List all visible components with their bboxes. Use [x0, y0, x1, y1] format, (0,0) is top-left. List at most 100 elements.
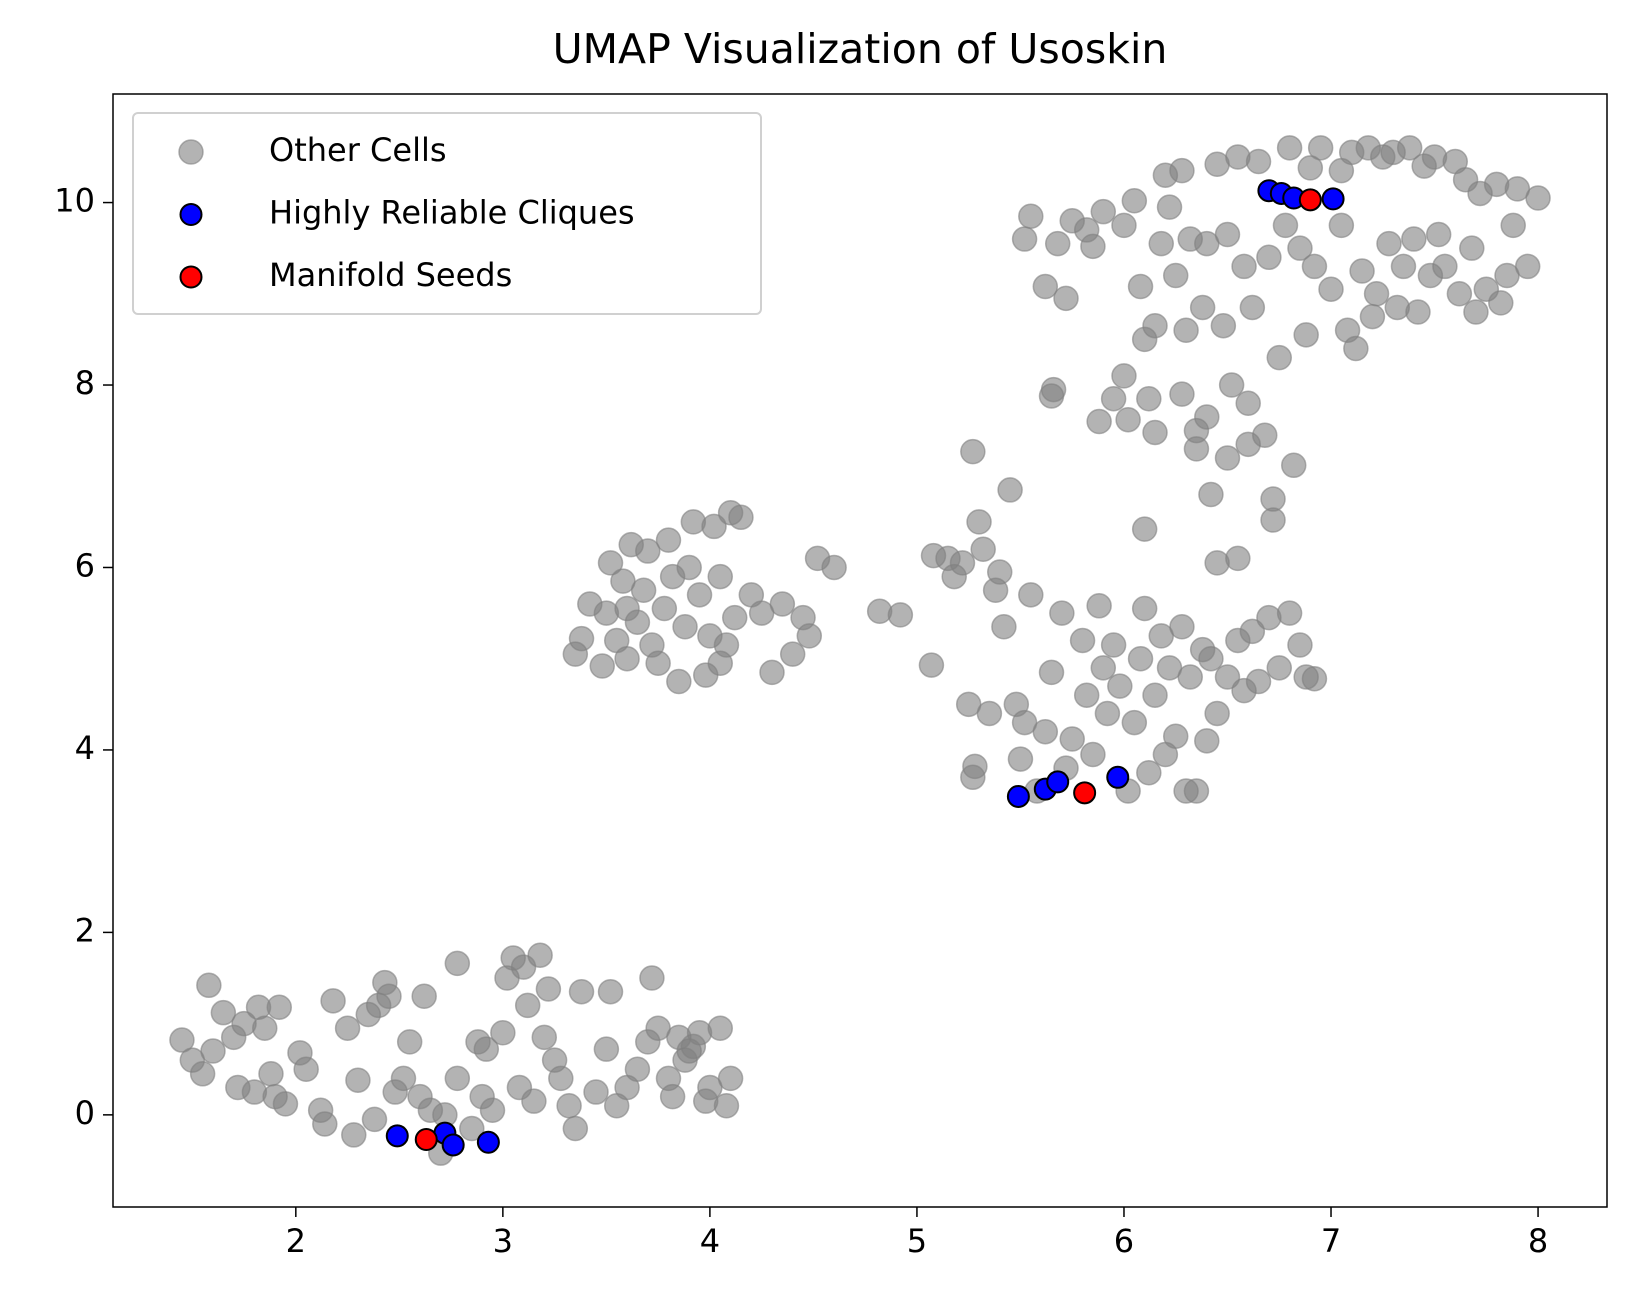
scatter-point: [376, 983, 402, 1010]
scatter-point: [583, 1079, 609, 1105]
y-tick-label: 0: [75, 1094, 95, 1132]
scatter-point: [887, 602, 914, 628]
scatter-point: [341, 1122, 367, 1148]
scatter-point: [672, 614, 698, 640]
scatter-point: [630, 577, 657, 604]
scatter-point: [320, 988, 346, 1014]
scatter-point: [548, 1065, 574, 1092]
scatter-point: [1500, 212, 1526, 239]
scatter-point: [1359, 303, 1386, 330]
scatter-point: [1177, 664, 1203, 690]
legend-label: Other Cells: [269, 131, 447, 169]
scatter-point: [680, 1033, 707, 1060]
scatter-point: [1090, 198, 1117, 225]
scatter-point: [966, 509, 992, 535]
scatter-point: [1239, 294, 1266, 321]
scatter-point: [1483, 171, 1510, 198]
scatter-point: [1376, 230, 1402, 257]
scatter-point: [1432, 253, 1458, 280]
x-tick-label: 3: [493, 1222, 513, 1260]
scatter-point: [1111, 363, 1137, 389]
scatter-point: [345, 1067, 371, 1093]
scatter-point: [991, 614, 1017, 640]
scatter-point: [1189, 294, 1216, 321]
scatter-point: [593, 600, 620, 626]
scatter-point: [414, 1127, 438, 1151]
scatter-point: [1148, 230, 1174, 257]
scatter-point: [1107, 673, 1133, 699]
scatter-point: [258, 1061, 284, 1087]
scatter-point: [1169, 614, 1195, 640]
scatter-point: [1100, 385, 1127, 412]
scatter-point: [1231, 253, 1257, 280]
scatter-point: [1210, 312, 1237, 339]
scatter-point: [593, 1036, 620, 1062]
scatter-point: [918, 652, 945, 678]
scatter-point: [1396, 135, 1423, 161]
scatter-point: [473, 1036, 500, 1062]
scatter-point: [1463, 299, 1489, 325]
scatter-point: [1049, 600, 1075, 626]
x-tick-label: 8: [1528, 1222, 1548, 1260]
scatter-point: [949, 550, 976, 576]
scatter-point: [390, 1065, 417, 1092]
scatter-point: [1204, 550, 1230, 576]
scatter-point: [1142, 312, 1168, 339]
scatter-point: [361, 1106, 388, 1133]
x-tick-label: 7: [1321, 1222, 1341, 1260]
x-tick-label: 6: [1114, 1222, 1134, 1260]
scatter-point: [1225, 545, 1251, 572]
x-tick-label: 5: [907, 1222, 927, 1260]
scatter-point: [614, 645, 640, 672]
legend-marker: [179, 203, 203, 226]
chart-title: UMAP Visualization of Usoskin: [553, 25, 1168, 73]
scatter-point: [769, 591, 796, 617]
scatter-point: [1390, 253, 1417, 280]
scatter-point: [1018, 582, 1044, 608]
scatter-point: [1162, 262, 1189, 289]
scatter-point: [444, 950, 471, 977]
scatter-point: [527, 942, 553, 968]
y-tick-label: 8: [75, 364, 95, 402]
scatter-point: [997, 477, 1023, 503]
scatter-point: [1059, 726, 1085, 752]
legend-marker: [178, 139, 204, 165]
scatter-point: [1328, 157, 1355, 184]
scatter-point: [396, 1029, 423, 1055]
scatter-point: [1131, 595, 1158, 622]
scatter-point: [1321, 187, 1345, 211]
scatter-point: [1040, 376, 1067, 403]
scatter-point: [1318, 276, 1344, 302]
scatter-point: [1100, 632, 1127, 658]
scatter-point: [441, 1133, 465, 1157]
scatter-point: [1073, 682, 1100, 708]
scatter-point: [1006, 784, 1030, 808]
scatter-point: [1260, 507, 1286, 533]
scatter-point: [1121, 709, 1148, 736]
scatter-point: [385, 1124, 409, 1148]
legend-label: Highly Reliable Cliques: [269, 194, 635, 232]
scatter-point: [1298, 188, 1322, 212]
scatter-point: [717, 1065, 744, 1092]
scatter-point: [1127, 273, 1154, 300]
scatter-point: [1156, 194, 1183, 220]
scatter-point: [556, 1092, 582, 1119]
scatter-point: [1239, 618, 1266, 645]
legend-marker: [179, 265, 203, 289]
scatter-point: [568, 978, 595, 1005]
scatter-point: [1214, 445, 1241, 471]
scatter-point: [568, 625, 595, 652]
scatter-point: [1266, 344, 1293, 371]
scatter-point: [779, 641, 806, 667]
scatter-point: [1218, 372, 1245, 398]
scatter-point: [1525, 185, 1551, 211]
scatter-point: [490, 1020, 516, 1046]
scatter-point: [1214, 221, 1241, 248]
scatter-point: [686, 582, 713, 608]
scatter-point: [1459, 235, 1485, 261]
scatter-point: [987, 559, 1013, 585]
scatter-point: [1272, 212, 1299, 239]
scatter-point: [1256, 604, 1282, 631]
x-tick-label: 4: [700, 1222, 720, 1260]
scatter-point: [589, 653, 615, 679]
